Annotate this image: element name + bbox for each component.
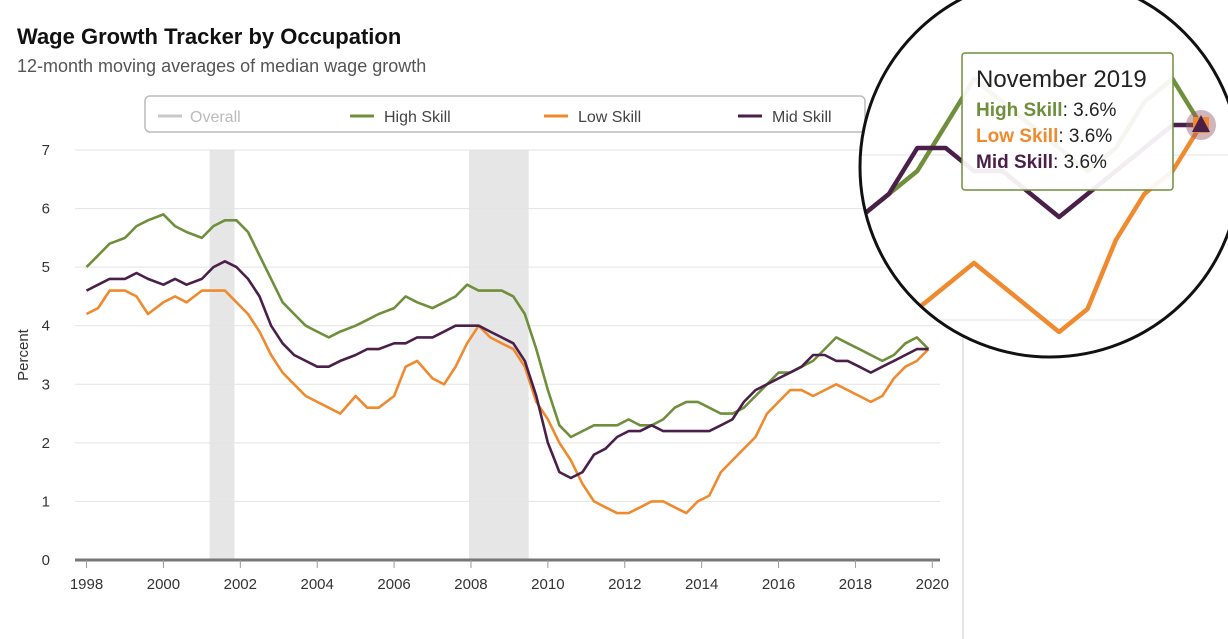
- x-tick-label-2002: 2002: [224, 576, 257, 593]
- tooltip-label-mid-skill: Mid Skill: [976, 152, 1053, 173]
- series-lines: [85, 213, 930, 515]
- tooltip-value-low-skill: : 3.6%: [1058, 126, 1112, 147]
- x-tick-label-2018: 2018: [839, 576, 872, 593]
- y-axis-ticks: 0 1 2 3 4 5 6 7: [42, 142, 50, 569]
- y-tick-label-4: 4: [42, 318, 50, 335]
- x-tick-label-2016: 2016: [762, 576, 795, 593]
- recession-bands: [209, 150, 529, 560]
- x-tick-label-2004: 2004: [301, 576, 334, 593]
- x-tick-label-2012: 2012: [608, 576, 641, 593]
- tooltip-label-high-skill: High Skill: [976, 100, 1063, 121]
- tooltip-box: [961, 52, 1174, 191]
- recession-band-2: [469, 150, 529, 560]
- chart-title: Wage Growth Tracker by Occupation: [17, 24, 402, 49]
- tooltip-label-low-skill: Low Skill: [976, 126, 1058, 147]
- legend-item-mid-skill[interactable]: Mid Skill: [738, 109, 832, 126]
- tooltip-value-high-skill: : 3.6%: [1063, 100, 1117, 121]
- legend-box: [144, 95, 866, 133]
- y-tick-label-5: 5: [42, 259, 50, 276]
- x-tick-label-2006: 2006: [377, 576, 410, 593]
- tooltip-value-mid-skill: : 3.6%: [1053, 152, 1107, 173]
- y-tick-label-7: 7: [42, 142, 50, 159]
- legend-item-low-skill[interactable]: Low Skill: [544, 109, 641, 126]
- y-tick-label-0: 0: [42, 552, 50, 569]
- legend-label-low-skill: Low Skill: [578, 109, 641, 126]
- x-tick-label-2014: 2014: [685, 576, 718, 593]
- grid-lines: [75, 149, 940, 562]
- y-tick-label-6: 6: [42, 201, 50, 218]
- tooltip-row-low-skill: Low Skill: 3.6%: [976, 126, 1112, 147]
- y-tick-label-1: 1: [42, 493, 50, 510]
- tooltip-row-mid-skill: Mid Skill: 3.6%: [976, 152, 1107, 173]
- chart-subtitle: 12-month moving averages of median wage …: [17, 56, 427, 76]
- x-axis-ticks: 1998 2000 2002 2004 2006 2008 2010 2012 2014 2016…: [70, 560, 949, 593]
- legend-label-high-skill: High Skill: [384, 109, 451, 126]
- legend-item-high-skill[interactable]: High Skill: [350, 109, 451, 126]
- tooltip: November 2019 High Skill: 3.6% Low Skill…: [961, 52, 1174, 191]
- legend-item-overall[interactable]: Overall: [158, 109, 241, 126]
- x-tick-label-2010: 2010: [531, 576, 564, 593]
- x-tick-label-2000: 2000: [147, 576, 180, 593]
- tooltip-row-high-skill: High Skill: 3.6%: [976, 100, 1117, 121]
- zoom-circle-border: [858, 0, 1228, 359]
- recession-band-1: [209, 150, 235, 560]
- series-line-mid-skill: [85, 259, 929, 480]
- y-tick-label-2: 2: [42, 435, 50, 452]
- x-tick-label-2020: 2020: [916, 576, 949, 593]
- series-line-low-skill: [85, 289, 930, 515]
- legend-label-mid-skill: Mid Skill: [772, 109, 832, 126]
- x-tick-label-2008: 2008: [454, 576, 487, 593]
- hover-marker: [1186, 110, 1216, 140]
- hover-triangle-mid-skill: [1192, 115, 1210, 132]
- tooltip-title: November 2019: [976, 66, 1147, 93]
- y-axis-label: Percent: [15, 328, 32, 381]
- x-tick-label-1998: 1998: [70, 576, 103, 593]
- y-tick-label-3: 3: [42, 376, 50, 393]
- legend-label-overall: Overall: [190, 109, 241, 126]
